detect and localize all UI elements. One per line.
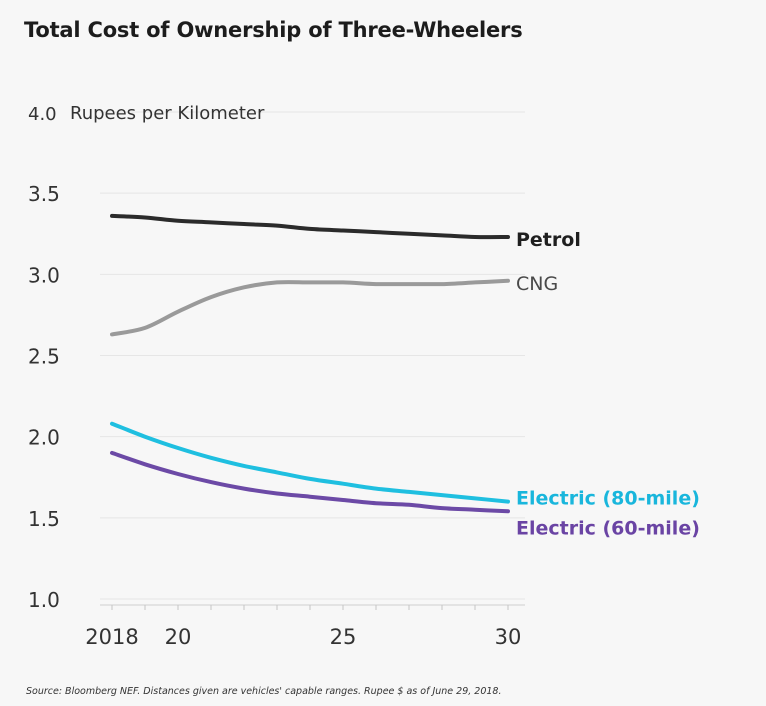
series-line-cng	[110, 278, 510, 337]
line-chart: 1.0 1.5 2.0 2.5 3.0 3.5 4.0 Rupees per Kilomete…	[28, 103, 700, 649]
y-axis-unit-label: Rupees per Kilometer	[70, 103, 265, 124]
series-label-electric-80-mile: Electric (80-mile)	[516, 488, 700, 510]
y-tick-label: 1.5	[28, 507, 60, 531]
x-tick-label: 2018	[85, 625, 138, 649]
x-tick-label: 30	[495, 625, 522, 649]
y-tick-label: 1.0	[28, 588, 60, 612]
series-label-electric-60-mile: Electric (60-mile)	[516, 517, 700, 539]
y-tick-label: 3.5	[28, 182, 60, 206]
source-note: Source: Bloomberg NEF. Distances given a…	[26, 686, 502, 697]
y-tick-label: 3.0	[28, 263, 60, 287]
chart-title: Total Cost of Ownership of Three-Wheeler…	[24, 18, 523, 42]
x-tick-label: 20	[165, 625, 192, 649]
y-tick-label: 2.5	[28, 345, 60, 369]
series-line-electric-60-mile	[110, 450, 510, 514]
series-line-electric-80-mile	[110, 421, 510, 504]
series-label-cng: CNG	[516, 273, 558, 295]
series-line-petrol	[110, 213, 510, 240]
y-tick-label: 4.0	[28, 104, 57, 125]
x-tick-label: 25	[330, 625, 357, 649]
y-tick-label: 2.0	[28, 426, 60, 450]
series-label-petrol: Petrol	[516, 229, 581, 251]
